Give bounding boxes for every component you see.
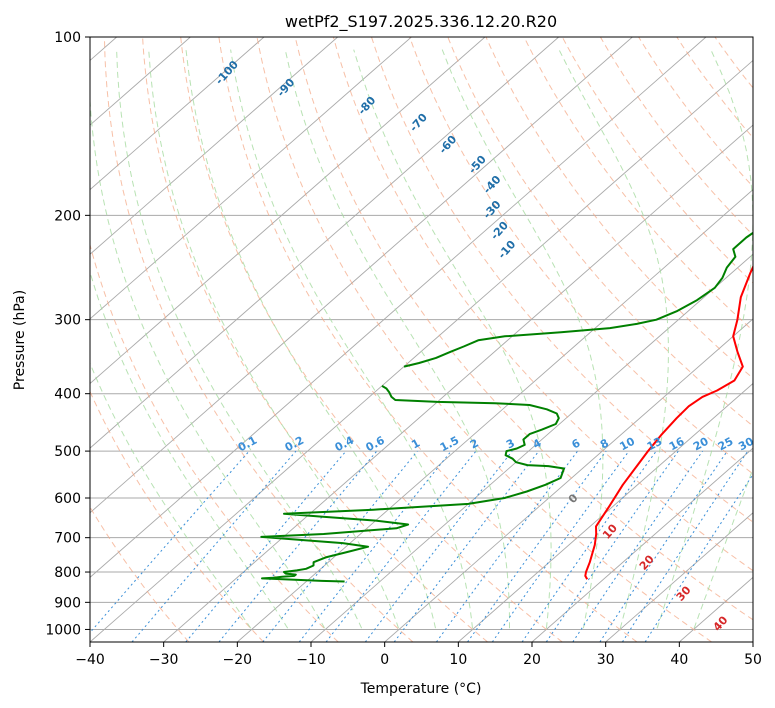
isotherm-line <box>90 37 559 449</box>
isotherm-line <box>90 37 707 578</box>
temperature-profile-line <box>584 264 753 580</box>
dry-adiabat-line <box>371 37 753 523</box>
mixing-ratio-line <box>325 450 477 642</box>
mixing-ratio-line <box>262 450 418 642</box>
isotherm-line <box>458 382 753 642</box>
isotherm-line <box>90 37 338 255</box>
mixing-ratio-line <box>90 450 250 634</box>
chart-title: wetPf2_S197.2025.336.12.20.R20 <box>285 12 557 32</box>
mixing-ratio-label: 25 <box>716 435 736 454</box>
plot-frame <box>89 36 754 643</box>
x-tick-label: −10 <box>296 652 326 668</box>
y-axis-label: Pressure (hPa) <box>12 290 28 390</box>
dry-adiabat-line <box>142 37 488 642</box>
x-tick-label: −20 <box>223 652 253 668</box>
mixing-ratio-label: 30 <box>736 435 756 454</box>
moist-adiabat-line <box>90 94 326 629</box>
mixing-ratio-label: 16 <box>667 435 687 454</box>
mixing-ratio-label: 13 <box>645 435 665 454</box>
x-axis-label: Temperature (°C) <box>360 681 482 697</box>
dewpoint-profile-line <box>260 385 565 583</box>
isotherm-line <box>531 447 753 642</box>
x-tick-label: 50 <box>744 652 762 668</box>
x-tick-label: 40 <box>670 652 688 668</box>
dewpoint-profile-line <box>403 231 753 368</box>
dry-adiabat-line <box>638 37 753 188</box>
moist-adiabat-line <box>90 361 252 629</box>
dry-adiabat-line <box>218 37 638 642</box>
dry-adiabat-line <box>409 37 753 475</box>
mixing-ratio-line <box>364 450 513 642</box>
dry-adiabat-line <box>447 37 753 427</box>
x-tick-label: −30 <box>149 652 179 668</box>
x-tick-label: −40 <box>75 652 105 668</box>
y-tick-label: 200 <box>54 208 81 224</box>
sounding-lines-layer <box>260 231 753 583</box>
isotherm-line <box>90 37 265 191</box>
mixing-ratio-label: 20 <box>691 435 711 454</box>
mixing-ratio-line <box>467 450 607 642</box>
x-tick-label: 20 <box>523 652 541 668</box>
moist-adiabat-line <box>693 467 753 629</box>
dry-adiabat-line <box>599 37 753 236</box>
mixing-ratio-line <box>185 450 347 642</box>
grid-layer <box>90 37 753 642</box>
moist-adiabat-line <box>441 49 604 629</box>
moist-adiabat-line <box>90 270 289 629</box>
dry-adiabat-line <box>332 37 753 572</box>
isotherm-line <box>605 512 753 642</box>
y-tick-label: 600 <box>54 491 81 507</box>
isotherm-line <box>384 318 753 642</box>
isotherm-line <box>90 37 412 320</box>
dry-adiabat-line <box>485 37 753 379</box>
mixing-ratio-line <box>599 450 728 642</box>
mixing-ratio-line <box>131 450 297 642</box>
moist-adiabat-line <box>230 49 473 629</box>
mixing-ratio-line <box>298 450 452 642</box>
moist-adiabat-line <box>148 49 399 629</box>
isotherm-line <box>90 37 486 385</box>
moist-adiabat-line <box>353 49 552 629</box>
isotherm-line <box>237 189 753 642</box>
y-tick-label: 800 <box>54 565 81 581</box>
mixing-ratio-line <box>218 450 378 642</box>
dry-adiabat-line <box>180 37 563 642</box>
mixing-ratio-line <box>491 450 630 642</box>
mixing-ratio-line <box>545 450 679 642</box>
mixing-ratio-line <box>521 450 657 642</box>
y-tick-label: 700 <box>54 531 81 547</box>
x-tick-label: 30 <box>597 652 615 668</box>
mixing-ratio-line <box>621 450 749 642</box>
isotherm-line <box>163 124 753 642</box>
y-tick-label: 300 <box>54 313 81 329</box>
dry-adiabat-line <box>523 37 753 332</box>
x-tick-label: 10 <box>449 652 467 668</box>
dry-adiabat-line <box>90 242 339 642</box>
x-tick-label: 0 <box>380 652 389 668</box>
axes-layer: −40 −30 −20 −10 0 10 20 30 40 50 100 200 300 400 500 60… <box>45 30 762 668</box>
isotherm-line <box>90 37 633 514</box>
mixing-ratio-label: 10 <box>617 435 637 454</box>
y-tick-label: 900 <box>54 595 81 611</box>
moist-adiabat-line <box>284 49 510 629</box>
dry-adiabat-line <box>90 390 264 642</box>
y-tick-label: 1000 <box>45 622 81 638</box>
dry-adiabat-line <box>294 37 753 621</box>
y-tick-label: 400 <box>54 387 81 403</box>
isotherm-line <box>90 59 753 642</box>
moist-adiabat-line <box>185 49 436 629</box>
isotherm-line <box>310 253 753 642</box>
moist-adiabat-line <box>558 49 669 629</box>
y-tick-label: 500 <box>54 444 81 460</box>
dry-adiabat-line <box>256 37 712 642</box>
y-tick-label: 100 <box>54 30 81 46</box>
